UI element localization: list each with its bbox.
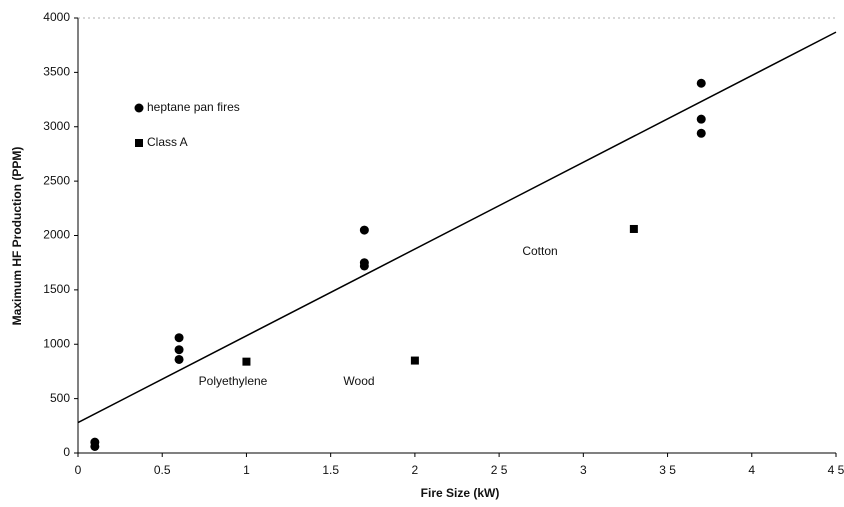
- annotation: Wood: [343, 374, 374, 388]
- point: [359, 225, 369, 235]
- x-tick-label: 1: [243, 463, 250, 477]
- y-tick-label: 2000: [43, 228, 70, 242]
- point: [696, 78, 706, 88]
- point: [359, 261, 369, 271]
- y-tick-label: 3000: [43, 119, 70, 133]
- x-tick-label: 3: [580, 463, 587, 477]
- point: [696, 114, 706, 124]
- x-tick-label: 2: [412, 463, 419, 477]
- x-axis-title: Fire Size (kW): [421, 486, 500, 500]
- x-tick-label: 4 5: [828, 463, 844, 477]
- x-tick-label: 3 5: [659, 463, 676, 477]
- y-tick-label: 1000: [43, 336, 70, 350]
- point: [242, 357, 251, 366]
- legend-marker: [135, 139, 143, 147]
- annotation: Polyethylene: [199, 374, 268, 388]
- x-tick-label: 0: [75, 463, 82, 477]
- x-tick-label: 4: [748, 463, 755, 477]
- y-tick-label: 500: [50, 391, 70, 405]
- y-tick-label: 3500: [43, 65, 70, 79]
- legend-label: Class A: [147, 135, 188, 149]
- point: [629, 224, 638, 233]
- y-tick-label: 0: [63, 445, 70, 459]
- legend-marker: [134, 103, 144, 113]
- x-tick-label: 1.5: [322, 463, 339, 477]
- x-tick-label: 2 5: [491, 463, 508, 477]
- trendline: [77, 31, 837, 424]
- legend-label: heptane pan fires: [147, 100, 240, 114]
- point: [410, 356, 419, 365]
- point: [696, 128, 706, 138]
- point: [174, 354, 184, 364]
- y-tick-label: 1500: [43, 282, 70, 296]
- y-axis-title: Maximum HF Production (PPM): [10, 147, 24, 326]
- annotation: Cotton: [522, 244, 557, 258]
- x-tick-label: 0.5: [154, 463, 171, 477]
- y-tick-label: 2500: [43, 173, 70, 187]
- point: [174, 345, 184, 355]
- point: [174, 333, 184, 343]
- y-tick-label: 4000: [43, 10, 70, 24]
- point: [90, 441, 100, 451]
